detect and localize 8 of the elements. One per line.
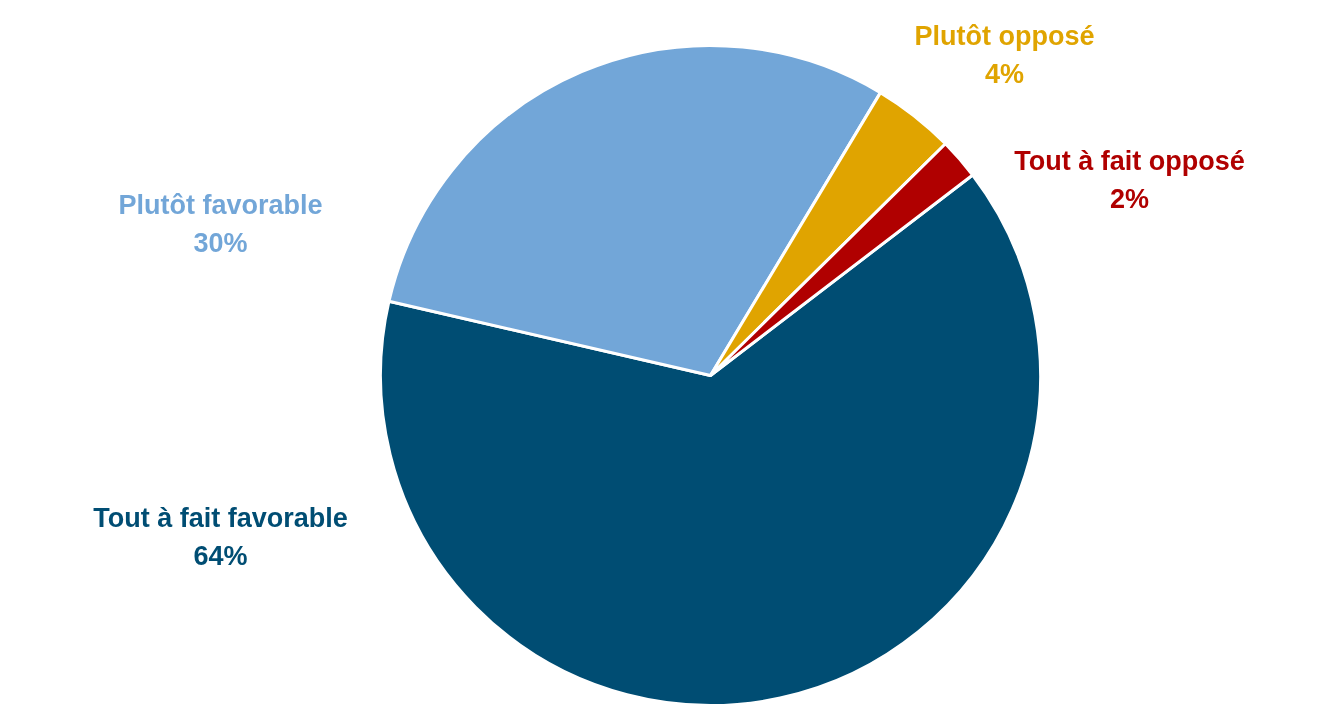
slice-label: Tout à fait favorable [93,502,348,533]
slice-label: Plutôt opposé [914,20,1095,51]
data-label: 64% [193,540,248,571]
slice-label: Tout à fait opposé [1014,145,1245,176]
data-label: 30% [193,227,248,258]
data-label: 2% [1110,183,1150,214]
slice-label: Plutôt favorable [118,189,323,220]
data-label: 4% [985,58,1025,89]
